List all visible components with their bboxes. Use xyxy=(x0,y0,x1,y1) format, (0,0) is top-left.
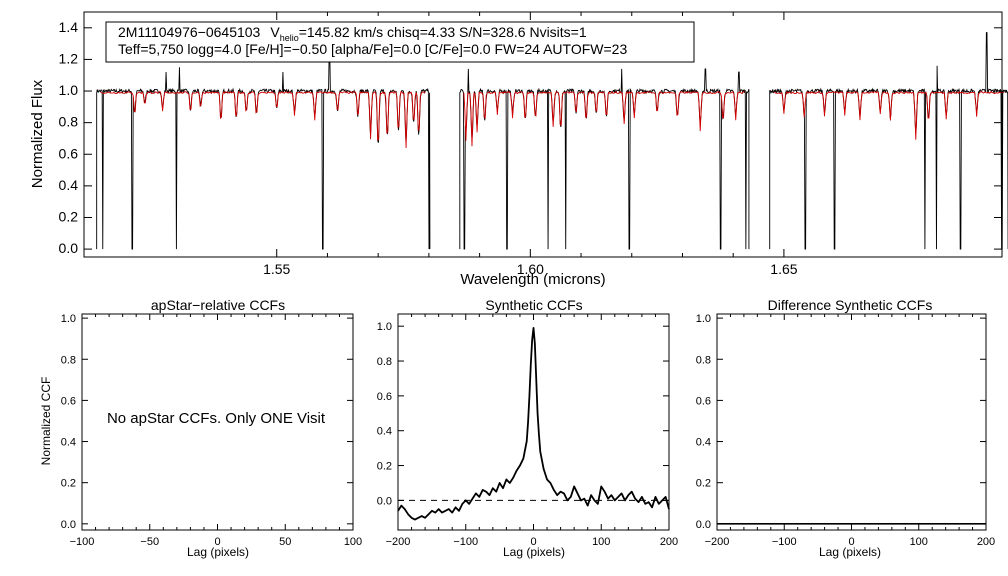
spectrum-model-line xyxy=(100,90,426,149)
y-tick-label: 0.2 xyxy=(696,478,711,490)
synthetic-ccf-panel: Synthetic CCFs −200 −100 0 100 200 0.0 0.2 0.4 0… xyxy=(377,297,678,559)
spectrum-observed-line xyxy=(459,68,750,250)
y-tick-label: 1.0 xyxy=(61,313,76,325)
y-tick-label: 0.2 xyxy=(59,208,79,224)
x-tick-label: 200 xyxy=(660,536,678,548)
y-tick-label: 0.8 xyxy=(377,356,392,368)
y-tick-label: 0.4 xyxy=(59,177,79,193)
synthetic-ccf-frame xyxy=(397,313,670,531)
apstar-ccf-note: No apStar CCFs. Only ONE Visit xyxy=(107,410,326,427)
y-tick-label: 0.0 xyxy=(377,495,392,507)
apstar-ccf-ticks: −100 −50 0 50 100 0.0 0.2 0.4 0.6 0.8 1.0 xyxy=(61,313,362,548)
apstar-ccf-ylabel: Normalized CCF xyxy=(39,377,53,466)
x-tick-label: 100 xyxy=(344,536,362,548)
y-tick-label: 0.8 xyxy=(696,354,711,366)
y-tick-label: 1.4 xyxy=(59,19,79,35)
apstar-ccf-panel: apStar−relative CCFs −100 −50 0 50 100 0.0 0.2… xyxy=(39,297,362,559)
spectrum-observed-line xyxy=(96,51,431,250)
x-tick-label: 1.60 xyxy=(517,261,544,277)
x-tick-label: −100 xyxy=(70,536,95,548)
y-tick-label: 0.0 xyxy=(61,519,76,531)
synthetic-ccf-line xyxy=(397,327,670,521)
spectrum-model-line xyxy=(463,90,745,147)
x-tick-label: −100 xyxy=(772,536,797,548)
y-tick-label: 0.4 xyxy=(61,437,76,449)
difference-ccf-xlabel: Lag (pixels) xyxy=(819,545,881,559)
difference-ccf-frame xyxy=(716,313,987,531)
spectrum-ylabel: Normalized Flux xyxy=(29,79,46,188)
y-tick-label: 0.0 xyxy=(696,519,711,531)
spectrum-model-line xyxy=(773,90,1005,140)
y-tick-label: 0.2 xyxy=(377,461,392,473)
info-vhelio-sub: helio xyxy=(280,33,299,43)
x-tick-label: −200 xyxy=(705,536,730,548)
y-tick-label: 0.4 xyxy=(696,437,711,449)
info-line1-rest: =145.82 km/s chisq=4.33 S/N=328.6 Nvisit… xyxy=(299,24,587,40)
apstar-ccf-xlabel: Lag (pixels) xyxy=(187,545,249,559)
x-tick-label: 1.65 xyxy=(770,261,797,277)
y-tick-label: 0.8 xyxy=(61,354,76,366)
y-tick-label: 0.6 xyxy=(377,391,392,403)
y-tick-label: 0.4 xyxy=(377,426,392,438)
spectrum-xlabel: Wavelength (microns) xyxy=(460,271,605,288)
spectrum-observed-line xyxy=(769,32,1008,250)
y-tick-label: 0.0 xyxy=(59,240,79,256)
info-line2: Teff=5,750 logg=4.0 [Fe/H]=−0.50 [alpha/… xyxy=(118,41,627,57)
spectrum-frame xyxy=(83,11,1003,258)
y-tick-label: 1.0 xyxy=(59,82,79,98)
synthetic-ccf-xlabel: Lag (pixels) xyxy=(503,545,565,559)
spectrum-info-box: 2M11104976−0645103 Vhelio=145.82 km/s chi… xyxy=(105,21,695,63)
x-tick-label: 100 xyxy=(592,536,610,548)
apstar-ccf-title: apStar−relative CCFs xyxy=(151,297,285,313)
x-tick-label: 0 xyxy=(530,536,536,548)
y-tick-label: 0.2 xyxy=(61,478,76,490)
x-tick-label: −50 xyxy=(140,536,159,548)
x-tick-label: 0 xyxy=(214,536,220,548)
x-tick-label: 0 xyxy=(848,536,854,548)
info-star-id: 2M11104976−0645103 xyxy=(118,24,261,40)
x-tick-label: −100 xyxy=(453,536,478,548)
info-vhelio-v: V xyxy=(270,24,280,40)
x-tick-label: 50 xyxy=(279,536,291,548)
difference-ccf-panel: Difference Synthetic CCFs −200 −100 0 100 20… xyxy=(696,297,995,559)
spectrum-ticks: 1.55 1.60 1.65 0.0 0.2 0.4 0.6 0.8 1.0 1.2 1.4 xyxy=(59,12,1002,277)
y-tick-label: 0.6 xyxy=(696,395,711,407)
x-tick-label: 200 xyxy=(977,536,995,548)
x-tick-label: 100 xyxy=(910,536,928,548)
y-tick-label: 0.8 xyxy=(59,114,79,130)
y-tick-label: 0.6 xyxy=(61,395,76,407)
y-tick-label: 0.6 xyxy=(59,145,79,161)
synthetic-ccf-ticks: −200 −100 0 100 200 0.0 0.2 0.4 0.6 0.8 1.0 xyxy=(377,314,678,548)
y-tick-label: 1.0 xyxy=(696,313,711,325)
y-tick-label: 1.0 xyxy=(377,321,392,333)
spectrum-plot-area xyxy=(96,32,1008,250)
difference-ccf-title: Difference Synthetic CCFs xyxy=(768,297,933,313)
x-tick-label: 1.55 xyxy=(263,261,290,277)
y-tick-label: 1.2 xyxy=(59,50,79,66)
synthetic-ccf-title: Synthetic CCFs xyxy=(485,297,582,313)
difference-ccf-ticks: −200 −100 0 100 200 0.0 0.2 0.4 0.6 0.8 1.0 xyxy=(696,313,995,548)
x-tick-label: −200 xyxy=(386,536,411,548)
synthetic-ccf-plot-area xyxy=(397,327,670,521)
spectrum-panel: 1.55 1.60 1.65 0.0 0.2 0.4 0.6 0.8 1.0 1.2 1.4 2M1… xyxy=(29,11,1008,288)
